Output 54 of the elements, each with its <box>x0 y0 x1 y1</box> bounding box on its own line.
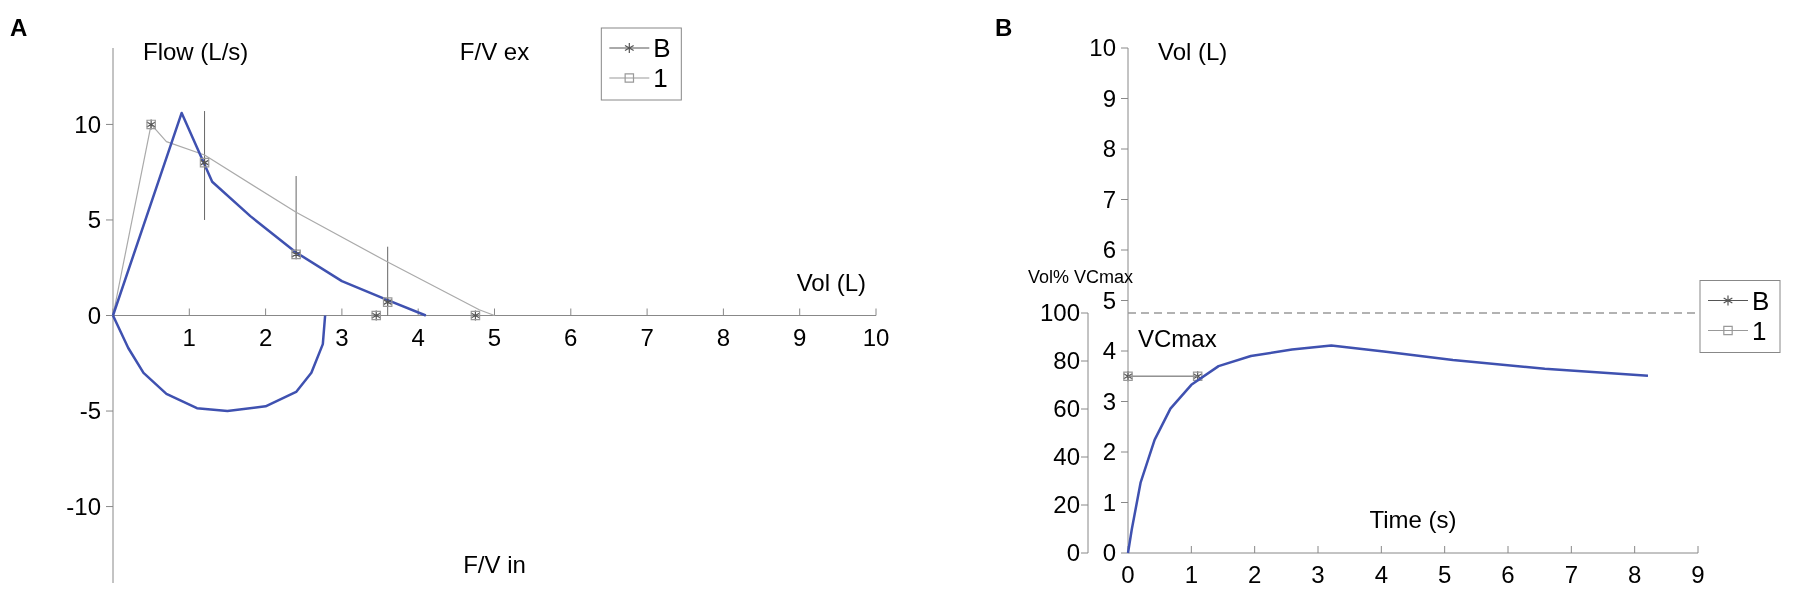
y-tick-label: 1 <box>1102 488 1116 516</box>
x-tick-label: 6 <box>564 323 578 351</box>
x-tick-label: 4 <box>411 323 425 351</box>
y-tick-label: 9 <box>1102 84 1116 112</box>
ref-line-label: VCmax <box>1138 325 1217 352</box>
y-tick-label: 10 <box>74 110 101 138</box>
y-tick-label: 3 <box>1102 387 1116 415</box>
chart-title: B <box>995 14 1013 41</box>
legend-label: 1 <box>653 63 668 94</box>
x-tick-label: 9 <box>1691 561 1705 588</box>
y-tick-label: 0 <box>87 301 101 329</box>
y-axis-title: Vol (L) <box>1158 38 1228 65</box>
chart-title: A <box>10 14 28 41</box>
y-tick-label: 8 <box>1102 135 1116 163</box>
y-tick-label: 5 <box>87 206 101 234</box>
y-tick-label: 10 <box>1089 34 1116 62</box>
x-tick-label: 2 <box>1247 561 1262 588</box>
annotation: F/V in <box>463 551 526 578</box>
x-tick-label: 10 <box>862 323 890 351</box>
y-axis-title: Flow (L/s) <box>143 38 249 65</box>
y-tick-label: -10 <box>66 492 101 520</box>
x-tick-label: 9 <box>793 323 807 351</box>
x-tick-label: 2 <box>258 323 273 351</box>
x-axis-title: Time (s) <box>1369 506 1457 533</box>
x-tick-label: 8 <box>1627 561 1642 588</box>
y-tick-label: -5 <box>79 397 101 425</box>
x-tick-label: 5 <box>487 323 502 351</box>
x-tick-label: 6 <box>1501 561 1515 588</box>
y2-tick-label: 40 <box>1053 443 1080 471</box>
x-tick-label: 7 <box>640 323 654 351</box>
x-tick-label: 7 <box>1564 561 1579 588</box>
y2-tick-label: 80 <box>1053 347 1080 375</box>
x-tick-label: 0 <box>1121 561 1135 588</box>
y2-tick-label: 60 <box>1053 395 1080 423</box>
annotation: F/V ex <box>459 38 530 65</box>
x-tick-label: 8 <box>716 323 731 351</box>
y2-tick-label: 100 <box>1039 299 1080 327</box>
y-tick-label: 6 <box>1102 236 1116 264</box>
y2-axis-title: Vol% VCmax <box>1028 267 1134 287</box>
x-tick-label: 4 <box>1374 561 1389 588</box>
legend-label: B <box>1752 285 1770 316</box>
y-tick-label: 5 <box>1102 286 1116 314</box>
x-tick-label: 1 <box>182 323 196 351</box>
y2-tick-label: 0 <box>1066 539 1080 567</box>
x-axis-title: Vol (L) <box>796 268 866 296</box>
y-tick-label: 2 <box>1102 438 1116 466</box>
x-tick-label: 5 <box>1437 561 1452 588</box>
x-tick-label: 3 <box>335 323 349 351</box>
x-tick-label: 3 <box>1311 561 1325 588</box>
y-tick-label: 0 <box>1102 539 1116 567</box>
x-tick-label: 1 <box>1184 561 1199 588</box>
y-tick-label: 7 <box>1102 185 1116 213</box>
y2-tick-label: 20 <box>1053 491 1080 519</box>
legend-label: B <box>653 33 671 64</box>
